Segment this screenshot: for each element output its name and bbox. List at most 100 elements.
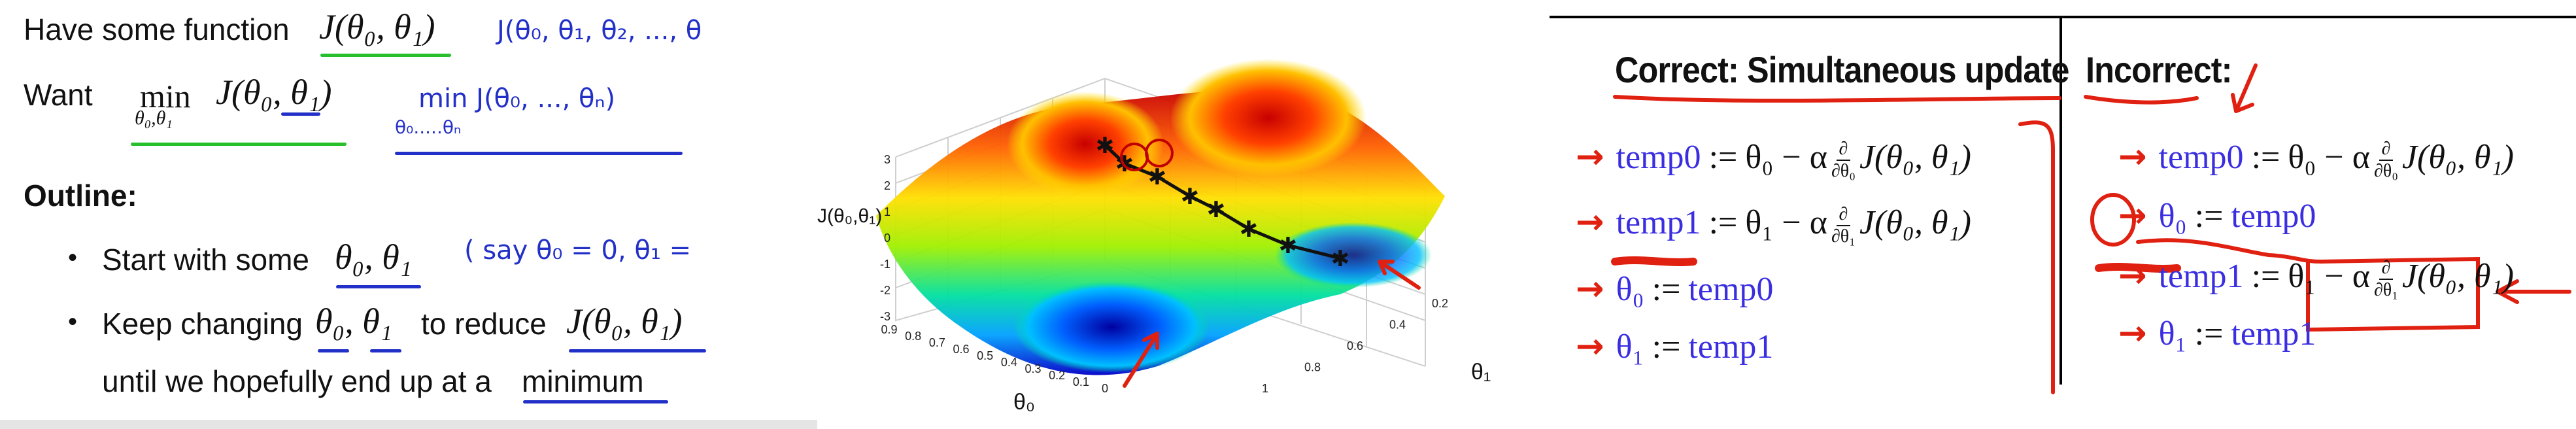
want-hand-underline [395,152,683,155]
correct-header: Correct: Simultaneous update [1615,49,2069,90]
valley-arrow [1378,260,1421,290]
x-tick-label: 0.2 [1049,369,1065,382]
want-min: min [140,78,191,114]
z-ticks: 3 2 1 0 -1 -2 -3 [880,153,890,323]
incorrect-header: Incorrect: [2086,49,2232,90]
pit-arrow [1123,332,1159,388]
incorrect-partial-derivative: ∂ ∂θ₁ [2374,258,2398,301]
outline-slide: Have some function J(θ₀, θ₁) J(θ₀, θ₁, θ… [0,0,817,429]
incorrect-row: → temp1:= θ₁ − α ∂ ∂θ₁ J(θ₀, θ₁) [2118,256,2514,301]
y-tick-label: 0.4 [1389,318,1406,332]
incorrect-lhs: θ₀ [2158,197,2187,235]
fraction-denominator: ∂θ₁ [2373,280,2398,301]
incorrect-row: → θ₀:= temp0 [2118,196,2316,235]
bullet2-theta0-underline [318,349,349,352]
x-tick-label: 0.5 [977,349,993,362]
column-divider [2059,18,2062,385]
top-rule [1550,16,2576,18]
x-axis-label: θ₀ [1013,390,1035,415]
want-handwriting: min J(θ₀, ..., θₙ) [418,84,616,114]
x-tick-label: 0 [1102,382,1108,395]
bullet-dot-2: • [68,307,78,336]
z-tick-label: 1 [884,205,890,218]
incorrect-rhs: temp1 [2231,315,2316,352]
x-tick-label: 0.4 [1001,356,1017,369]
want-label: Want [24,78,93,112]
incorrect-row: → temp0:= θ₀ − α ∂ ∂θ₀ J(θ₀, θ₁) [2118,137,2514,182]
incorrect-rhs: θ₁ − α [2288,258,2370,295]
correct-rhs: θ₁ − α [1745,204,1827,241]
svg-text:✱: ✱ [1181,184,1200,210]
correct-assign: := [1652,271,1681,308]
incorrect-cost-function: J(θ₀, θ₁) [2401,258,2514,295]
correct-row: → temp1:= θ₁ − α ∂ ∂θ₁ J(θ₀, θ₁) [1576,203,1971,247]
incorrect-lhs: temp0 [2158,139,2244,176]
y-ticks: 0.2 0.4 0.6 0.8 1 [1262,297,1448,395]
bullet2-line2: until we hopefully end up at a [102,364,492,398]
y-axis-label: θ₁ [1471,360,1491,385]
line1-handwriting: J(θ₀, θ₁, θ₂, ..., θ [497,16,702,46]
incorrect-assign: := [2194,197,2224,235]
annotation-strokes [1611,63,2571,394]
svg-text:✱: ✱ [1096,133,1115,159]
correct-assign: := [1708,204,1738,241]
correct-rhs: θ₀ − α [1745,139,1827,176]
correct-rhs: temp0 [1688,271,1774,308]
fraction-numerator: ∂ [1836,204,1851,227]
slide-bottom-bar [0,420,817,429]
correct-partial-derivative: ∂ ∂θ₁ [1831,204,1856,247]
red-arrow-icon: → [2118,137,2147,177]
incorrect-assign: := [2194,315,2224,352]
x-tick-label: 0.7 [929,336,945,349]
z-tick-label: -1 [880,258,890,271]
correct-assign: := [1708,139,1738,176]
want-min-subscript: θ₀,θ₁ [135,107,173,129]
fraction-denominator: ∂θ₀ [1831,161,1856,182]
z-tick-label: -2 [880,284,890,297]
y-tick-label: 1 [1262,382,1268,395]
surface-plot: ✱ ✱ ✱ ✱ ✱ ✱ ✱ ✱ J(θ₀,θ₁) θ₀ θ₁ 3 2 1 0 -1 -2 -3 0.9… [817,0,1550,429]
surface-pit [1013,281,1210,373]
svg-text:✱: ✱ [1240,216,1259,243]
red-arrow-icon: → [1576,269,1604,309]
svg-text:✱: ✱ [1331,246,1350,272]
correct-cost-function: J(θ₀, θ₁) [1859,139,1971,176]
correct-assign: := [1652,328,1681,366]
fraction-denominator: ∂θ₀ [2373,161,2398,182]
bullet2-text-b: to reduce [421,307,547,341]
bullet1-handwriting: ( say θ₀ = 0, θ₁ = [464,235,692,266]
z-tick-label: 0 [884,232,890,245]
want-underline [131,143,347,146]
want-math: J(θ₀, θ₁) [216,73,332,112]
x-tick-label: 0.6 [953,343,969,356]
incorrect-assign: := [2251,139,2280,176]
bullet2-text-a: Keep changing [102,307,303,341]
bullet1-underline [336,285,421,288]
incorrect-rhs: temp0 [2231,197,2316,235]
red-arrow-icon: → [2118,196,2147,235]
y-tick-label: 0.2 [1432,297,1448,310]
incorrect-lhs: temp1 [2158,258,2244,295]
incorrect-row: → θ₁:= temp1 [2118,314,2316,353]
red-arrow-icon: → [2118,256,2147,296]
red-arrow-icon: → [1576,137,1604,177]
bullet2-minimum: minimum [522,364,644,398]
correct-cost-function: J(θ₀, θ₁) [1859,204,1971,241]
bullet2-theta1-underline [370,349,401,352]
z-tick-label: 2 [884,179,890,192]
correct-rhs: temp1 [1688,328,1774,366]
update-rules-slide: Correct: Simultaneous update Incorrect: … [1550,0,2576,429]
red-arrow-icon: → [1576,327,1604,366]
x-tick-label: 0.3 [1025,362,1041,375]
start-circle-2 [1145,139,1174,167]
bullet2-math-b: J(θ₀, θ₁) [566,301,683,341]
surface-valley [1275,222,1432,288]
red-arrow-icon: → [2118,314,2147,353]
surface-peak-right [1170,59,1366,177]
correct-lhs: θ₀ [1616,271,1644,308]
line1-math: J(θ₀, θ₁) [319,7,435,46]
x-tick-label: 0.9 [881,323,897,336]
fraction-numerator: ∂ [2379,139,2394,162]
x-ticks: 0.9 0.8 0.7 0.6 0.5 0.4 0.3 0.2 0.1 0 [881,323,1108,395]
